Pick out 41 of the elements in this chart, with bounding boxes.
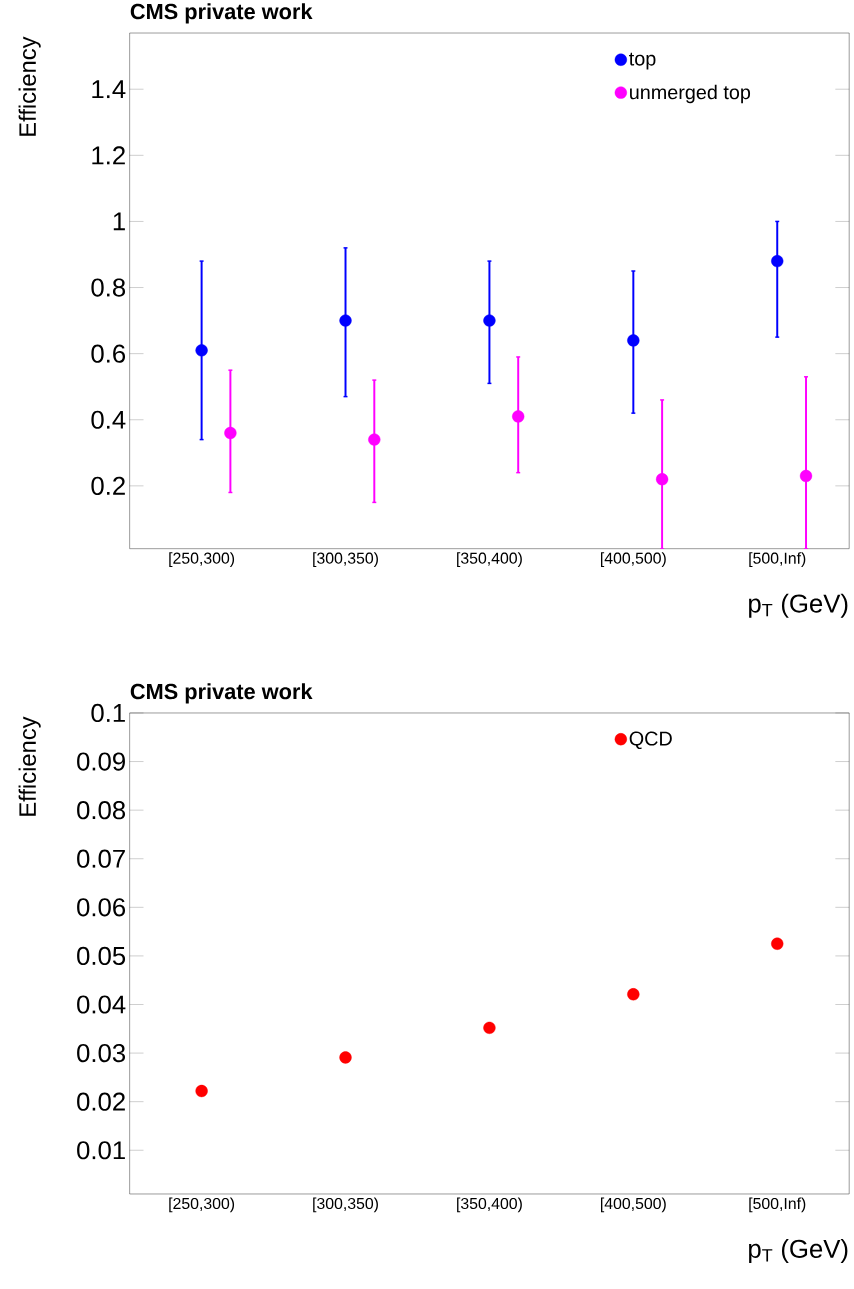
y-tick-label: 0.07 <box>77 849 125 868</box>
y-tick-label: 0.02 <box>77 1092 125 1111</box>
point <box>483 1021 496 1034</box>
point <box>339 1051 352 1064</box>
y-tick-label: 0.01 <box>77 1141 125 1160</box>
x-tick-label: [400,500) <box>600 1197 666 1213</box>
y-tick-label: 0.06 <box>77 898 125 917</box>
x-axis-title: p$_{T}$ (GeV) <box>749 1239 848 1264</box>
y-tick-label: 1.2 <box>92 146 125 165</box>
y-axis-title: Efficiency <box>18 716 41 816</box>
chart-title: CMS private work <box>130 683 313 704</box>
y-tick-label: 1.4 <box>92 80 126 99</box>
point <box>195 1084 208 1098</box>
y-axis-title: Efficiency <box>18 36 41 136</box>
y-tick-label: 0.4 <box>91 410 126 429</box>
y-tick-label: 0.05 <box>77 946 126 966</box>
y-tick-label: 0.04 <box>77 995 126 1014</box>
x-tick-label: [300,350) <box>313 1197 378 1213</box>
y-tick-label: 0.8 <box>91 278 125 297</box>
y-tick-label: 0.09 <box>77 752 125 771</box>
x-tick-label: [500,Inf) <box>749 1197 806 1213</box>
y-tick-label: 0.2 <box>91 476 125 495</box>
legend-label: top <box>629 52 656 70</box>
x-tick-label: [250,300) <box>169 552 234 567</box>
legend-label: unmerged top <box>629 84 750 104</box>
x-tick-label: [250,300) <box>169 1197 234 1213</box>
y-tick-label: 1 <box>113 212 125 231</box>
legend-label: QCD <box>629 731 672 750</box>
point <box>771 937 784 950</box>
y-tick-label: 0.6 <box>91 344 125 363</box>
x-axis-title: p$_{T}$ (GeV) <box>749 593 848 618</box>
x-tick-label: [300,350) <box>313 552 378 567</box>
y-tick-label: 0.03 <box>77 1043 125 1063</box>
chart-title: CMS private work <box>130 3 313 24</box>
x-tick-label: [350,400) <box>457 552 522 567</box>
y-tick-label: 0.1 <box>91 703 125 723</box>
point <box>627 988 640 1001</box>
x-tick-label: [350,400) <box>457 1197 522 1213</box>
x-tick-label: [400,500) <box>600 552 666 567</box>
x-tick-label: [500,Inf) <box>749 552 806 567</box>
y-tick-label: 0.08 <box>77 801 125 820</box>
